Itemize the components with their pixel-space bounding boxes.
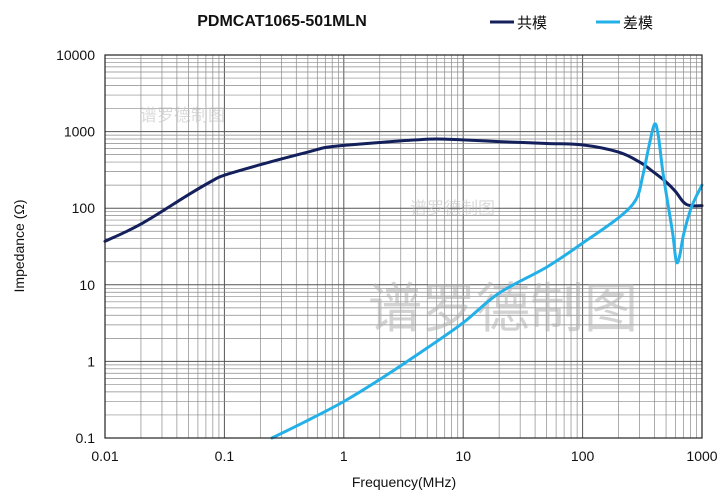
series-line-differential-mode	[270, 122, 704, 440]
y-tick-label: 10000	[56, 47, 95, 63]
watermarks: 谱罗德制图 谱罗德制图 谱罗德制图	[140, 106, 638, 340]
watermark-middle: 谱罗德制图	[410, 199, 495, 219]
legend-label-common-mode: 共模	[517, 15, 547, 32]
plot-frame	[104, 54, 703, 439]
x-tick-labels: 0.01 0.1 1 10 100 1000	[91, 448, 717, 464]
y-tick-labels: 0.1 1 10 100 1000 10000	[56, 47, 95, 446]
x-axis-label: Frequency(MHz)	[352, 474, 456, 490]
series-layer	[103, 122, 704, 440]
y-tick-label: 1	[87, 353, 95, 369]
x-tick-label: 1000	[686, 448, 717, 464]
x-tick-label: 10	[455, 448, 471, 464]
watermark-top-left: 谱罗德制图	[140, 106, 225, 126]
y-tick-label: 100	[72, 200, 96, 216]
y-tick-label: 0.1	[76, 430, 96, 446]
y-tick-label: 1000	[64, 124, 95, 140]
grid	[104, 55, 702, 439]
y-tick-label: 10	[79, 277, 95, 293]
watermark-large: 谱罗德制图	[368, 277, 638, 340]
y-axis-label: Impedance (Ω)	[11, 200, 27, 293]
legend: 共模 差模	[490, 15, 653, 32]
series-line-common-mode	[103, 137, 704, 243]
legend-label-differential-mode: 差模	[623, 15, 653, 32]
x-tick-label: 1	[340, 448, 348, 464]
chart-title: PDMCAT1065-501MLN	[197, 13, 367, 30]
x-tick-label: 0.1	[215, 448, 235, 464]
x-tick-label: 0.01	[91, 448, 118, 464]
x-tick-label: 100	[571, 448, 595, 464]
